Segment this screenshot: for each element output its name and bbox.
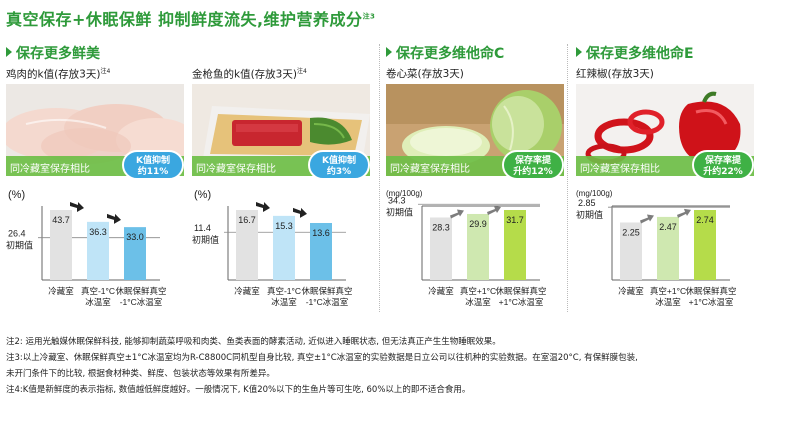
initial-value-caption: 初期值 xyxy=(6,240,33,251)
bar xyxy=(694,210,716,280)
result-badge: 保存率提 升约22% xyxy=(692,150,754,180)
panel-subtitle: 卷心菜(存放3天) xyxy=(386,68,464,80)
footnote-2: 注2: 运用光触媒休眠保鲜科技, 能够抑制蔬菜呼吸和肉类、鱼类表面的酵素活动, … xyxy=(6,337,501,347)
comparison-label: 同冷藏室保存相比 xyxy=(10,164,90,175)
section-vitamin-c-heading: 保存更多维他命C xyxy=(386,43,504,63)
comparison-label: 同冷藏室保存相比 xyxy=(390,164,470,175)
panel-subtitle: 金枪鱼的k值(存放3天)注4 xyxy=(192,68,307,81)
bar xyxy=(87,221,109,280)
chart-cabbage-vitamin-c: (mg/100g) 34.3 初期值 28.3 冷藏室 29.9 真空+1°C 冰温室 31.7… xyxy=(386,184,564,312)
trend-arrow-icon xyxy=(70,202,84,212)
bar xyxy=(310,222,332,280)
trend-arrow-icon xyxy=(640,214,654,224)
result-badge: K值抑制 约11% xyxy=(122,150,184,180)
category-label: 休眠保鲜真空 xyxy=(685,286,736,296)
bar-value-label: 2.25 xyxy=(622,228,640,238)
category-label: -1°C冰温室 xyxy=(120,297,163,307)
trend-arrow-icon xyxy=(107,213,121,224)
comparison-label: 同冷藏室保存相比 xyxy=(196,164,276,175)
section-divider xyxy=(379,44,380,312)
trend-arrow-icon xyxy=(677,208,691,218)
category-label: 冰温室 xyxy=(465,297,491,307)
bar-value-label: 33.0 xyxy=(126,232,144,242)
trend-arrow-icon xyxy=(450,209,464,219)
panel-tuna: 金枪鱼的k值(存放3天)注4 同冷藏室保存相比 K值抑制 约3% (%) 11.4 初… xyxy=(192,66,370,312)
panel-red-pepper: 红辣椒(存放3天) 同冷藏室保存相比 保存率提 升约22% (mg/100g) 2.… xyxy=(576,66,754,312)
footnote-3: 注3:以上冷藏室、休眠保鲜真空±1°C冰温室均为R-C8800C同机型自身比较,… xyxy=(6,353,638,363)
trend-arrow-icon xyxy=(487,205,501,215)
section-divider xyxy=(567,44,568,312)
chart-unit-label: (%) xyxy=(194,189,211,201)
bar-value-label: 2.74 xyxy=(696,215,714,225)
bar xyxy=(467,213,489,280)
category-label: -1°C冰温室 xyxy=(306,297,349,307)
triangle-bullet-icon xyxy=(386,47,392,57)
bar xyxy=(620,222,642,280)
panel-chicken: 鸡肉的k值(存放3天)注4 同冷藏室保存相比 K值抑制 约11% (%) 26.4 初… xyxy=(6,66,184,312)
initial-value-label: 11.4 xyxy=(194,223,211,233)
result-badge: K值抑制 约3% xyxy=(308,150,370,180)
category-label: +1°C冰温室 xyxy=(499,297,544,307)
initial-value-label: 2.85 xyxy=(578,198,596,208)
bar xyxy=(50,210,72,280)
bar xyxy=(236,210,258,280)
chart-unit-label: (mg/100g) xyxy=(386,189,423,198)
category-label: 休眠保鲜真空 xyxy=(115,286,166,296)
chart-tuna-k-value: (%) 11.4 初期值 16.7 冷藏室 15.3 真空-1°C 冰温室 13.6 休眠保鲜真空… xyxy=(192,184,370,312)
comparison-label: 同冷藏室保存相比 xyxy=(580,164,660,175)
category-label: 真空+1°C xyxy=(460,286,496,296)
category-label: 冷藏室 xyxy=(48,286,74,296)
bar xyxy=(430,217,452,280)
bar-value-label: 43.7 xyxy=(52,215,70,225)
panel-subtitle: 红辣椒(存放3天) xyxy=(576,68,654,80)
section-freshness-heading: 保存更多鲜美 xyxy=(6,43,100,63)
bar-value-label: 28.3 xyxy=(432,223,450,233)
category-label: +1°C冰温室 xyxy=(689,297,734,307)
category-label: 真空-1°C xyxy=(81,286,115,296)
chart-unit-label: (%) xyxy=(8,189,25,201)
category-label: 冷藏室 xyxy=(618,286,644,296)
category-label: 冷藏室 xyxy=(428,286,454,296)
initial-value-caption: 初期值 xyxy=(386,206,413,217)
initial-value-label: 26.4 xyxy=(8,229,26,239)
title-note: 注3 xyxy=(362,12,376,21)
bar xyxy=(124,227,146,280)
chart-chicken-k-value: (%) 26.4 初期值 43.7 冷藏室 36.3 真空-1°C 冰温室 33.0 休眠保鲜真空… xyxy=(6,184,184,312)
result-badge: 保存率提 升约12% xyxy=(502,150,564,180)
triangle-bullet-icon xyxy=(6,47,12,57)
bar-value-label: 31.7 xyxy=(506,215,524,225)
category-label: 真空+1°C xyxy=(650,286,686,296)
category-label: 真空-1°C xyxy=(267,286,301,296)
panel-cabbage: 卷心菜(存放3天) 同冷藏室保存相比 保存率提 升约12% (mg/100g) 34… xyxy=(386,66,564,312)
trend-arrow-icon xyxy=(256,202,270,212)
triangle-bullet-icon xyxy=(576,47,582,57)
category-label: 休眠保鲜真空 xyxy=(301,286,352,296)
section-vitamin-e-heading: 保存更多维他命E xyxy=(576,43,694,63)
panel-subtitle: 鸡肉的k值(存放3天)注4 xyxy=(6,68,111,81)
bar-value-label: 16.7 xyxy=(238,215,256,225)
bar xyxy=(504,210,526,280)
bar-value-label: 2.47 xyxy=(659,222,677,232)
chart-unit-label: (mg/100g) xyxy=(576,189,613,198)
trend-arrow-icon xyxy=(293,207,307,218)
cabbage-photo xyxy=(386,84,564,176)
category-label: 冰温室 xyxy=(271,297,297,307)
initial-value-label: 34.3 xyxy=(388,195,406,205)
bar-value-label: 15.3 xyxy=(275,221,293,231)
page-title: 真空保存+休眠保鲜 抑制鲜度流失,维护营养成分注3 xyxy=(6,10,376,29)
chart-red-pepper-vitamin-e: (mg/100g) 2.85 初期值 2.25 冷藏室 2.47 真空+1°C 冰温室 2.74… xyxy=(576,184,754,312)
category-label: 休眠保鲜真空 xyxy=(495,286,546,296)
category-label: 冷藏室 xyxy=(234,286,260,296)
bar xyxy=(273,215,295,280)
category-label: 冰温室 xyxy=(85,297,111,307)
bar-value-label: 13.6 xyxy=(312,228,330,238)
initial-value-caption: 初期值 xyxy=(192,234,219,245)
category-label: 冰温室 xyxy=(655,297,681,307)
bar-value-label: 36.3 xyxy=(89,227,107,237)
footnote-3-continued: 未开门条件下的比较, 根据食材种类、鲜度、包装状态等效果有所差异。 xyxy=(6,369,275,379)
footnote-4: 注4:K值是新鲜度的表示指标, 数值越低鲜度越好。一般情况下, K值20%以下的… xyxy=(6,385,471,395)
initial-value-caption: 初期值 xyxy=(576,209,603,220)
bar xyxy=(657,216,679,280)
bar-value-label: 29.9 xyxy=(469,219,487,229)
